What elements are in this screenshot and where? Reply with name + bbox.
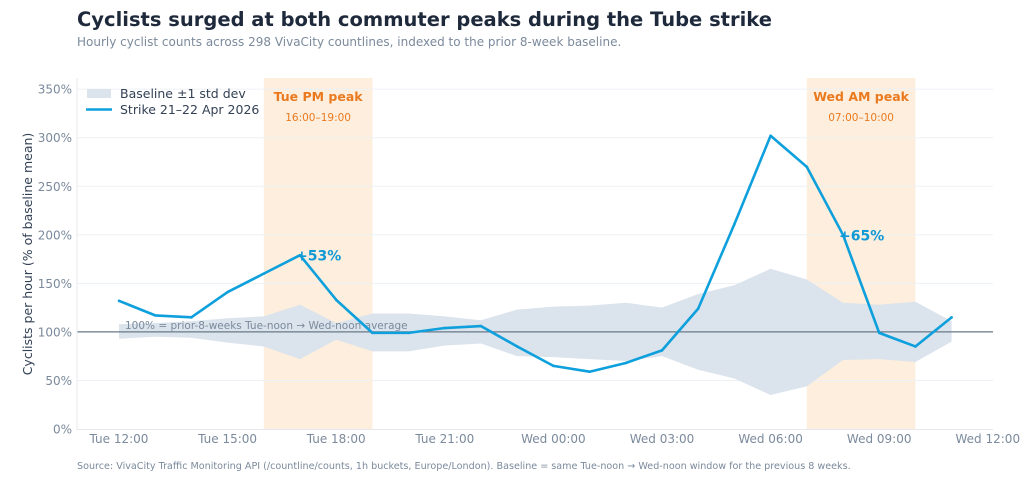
x-tick-label: Wed 09:00 [847, 432, 912, 446]
y-tick-label: 150% [38, 277, 72, 291]
source-note: Source: VivaCity Traffic Monitoring API … [77, 461, 851, 472]
strike-data-point [733, 222, 736, 226]
y-tick-label: 350% [38, 83, 72, 97]
x-tick-label: Tue 15:00 [197, 432, 257, 446]
y-tick-label: 0% [53, 423, 72, 437]
peak-time-range: 16:00–19:00 [285, 112, 351, 124]
strike-data-point [552, 364, 555, 368]
strike-data-point [262, 272, 266, 275]
strike-data-point [117, 299, 121, 303]
y-tick-label: 100% [38, 325, 72, 339]
strike-data-point [334, 298, 338, 302]
y-tick-label: 200% [38, 228, 72, 242]
strike-data-point [588, 370, 591, 374]
reference-line-label: 100% = prior-8-weeks Tue-noon → Wed-noon… [125, 320, 408, 332]
chart-title: Cyclists surged at both commuter peaks d… [77, 8, 772, 31]
strike-data-point [769, 134, 772, 138]
strike-data-point [153, 314, 157, 317]
strike-data-point [407, 331, 410, 335]
legend-band-swatch [87, 89, 111, 98]
peak-title: Wed AM peak [813, 89, 909, 104]
strike-data-point [443, 326, 447, 330]
strike-data-point [660, 349, 664, 352]
peak-increase-annotation: +53% [296, 249, 341, 265]
y-tick-label: 300% [38, 131, 72, 145]
strike-line-layer [117, 134, 953, 374]
axes [76, 78, 993, 430]
peak-labels: Tue PM peak 16:00–19:00 Wed AM peak 07:00–1… [274, 89, 910, 124]
strike-data-point [877, 331, 881, 335]
strike-data-point [624, 361, 628, 365]
annotations: +53% +65% [296, 228, 884, 264]
peak-shades [263, 78, 916, 429]
x-tick-label: Wed 12:00 [956, 432, 1021, 446]
x-tick-label: Wed 00:00 [521, 432, 586, 446]
y-axis-label: Cyclists per hour (% of baseline mean) [20, 133, 35, 376]
strike-data-point [841, 233, 845, 237]
y-tick-labels: 0% 50% 100% 150% 200% 250% 300% 350% [38, 83, 72, 437]
x-tick-label: Wed 03:00 [630, 432, 695, 446]
peak-increase-annotation: +65% [839, 228, 884, 244]
x-tick-label: Tue 21:00 [414, 432, 474, 446]
peak-shade-region [806, 78, 916, 429]
strike-data-point [805, 165, 809, 169]
x-tick-label: Wed 06:00 [738, 432, 803, 446]
strike-data-point [696, 307, 700, 310]
legend-band-label: Baseline ±1 std dev [120, 86, 246, 101]
x-tick-label: Tue 18:00 [306, 432, 366, 446]
y-tick-label: 250% [38, 180, 72, 194]
chart-subtitle: Hourly cyclist counts across 298 VivaCit… [77, 35, 622, 49]
strike-data-point [950, 316, 953, 319]
peak-time-range: 07:00–10:00 [828, 112, 894, 124]
strike-data-point [914, 345, 917, 348]
x-tick-label: Tue 12:00 [89, 432, 149, 446]
legend: Baseline ±1 std dev Strike 21–22 Apr 202… [86, 86, 259, 117]
x-tick-labels: Tue 12:00 Tue 15:00 Tue 18:00 Tue 21:00 Wed … [89, 432, 1021, 446]
strike-data-point [226, 290, 229, 294]
strike-data-point [190, 316, 193, 319]
strike-series-line [118, 134, 953, 374]
strike-data-point [371, 331, 374, 335]
peak-shade-region [263, 78, 373, 429]
strike-data-point [298, 253, 302, 257]
legend-strike-label: Strike 21–22 Apr 2026 [120, 102, 259, 117]
peak-title: Tue PM peak [274, 89, 364, 104]
y-tick-label: 50% [45, 374, 72, 388]
strike-data-point [479, 324, 483, 328]
strike-data-point [515, 345, 519, 348]
